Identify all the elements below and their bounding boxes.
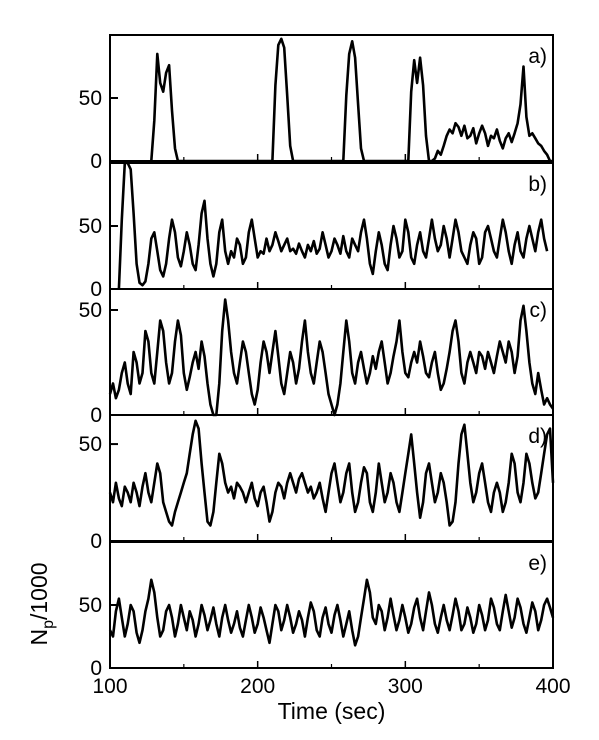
- panel-frame-1: [109, 162, 554, 290]
- panel-tag-0: a): [528, 45, 547, 68]
- x-tick-label-0: 100: [92, 675, 127, 698]
- y-tick-label-2-1: 50: [79, 299, 102, 322]
- series-line-3: [108, 419, 555, 527]
- y-tick-label-3-0: 0: [90, 530, 102, 553]
- series-line-4: [108, 578, 555, 647]
- x-tick-label-1: 200: [240, 675, 275, 698]
- y-tick-label-4-0: 0: [90, 657, 102, 680]
- panel-tag-1: b): [528, 173, 547, 196]
- panel-frame-2: [109, 288, 554, 416]
- x-axis-title: Time (sec): [278, 698, 386, 724]
- y-tick-label-2-0: 0: [90, 404, 102, 427]
- y-tick-label-1-0: 0: [90, 278, 102, 301]
- panel-frame-4: [109, 541, 554, 669]
- x-tick-label-3: 400: [535, 675, 570, 698]
- y-tick-label-0-1: 50: [79, 87, 102, 110]
- y-tick-label-0-0: 0: [90, 150, 102, 173]
- panel-tag-3: d): [528, 425, 547, 448]
- y-tick-label-1-1: 50: [79, 215, 102, 238]
- panel-tag-2: c): [530, 299, 548, 322]
- y-tick-label-4-1: 50: [79, 594, 102, 617]
- series-line-0: [150, 37, 553, 163]
- x-tick-label-2: 300: [388, 675, 423, 698]
- series-line-1: [117, 161, 549, 290]
- series-line-2: [108, 298, 555, 417]
- y-tick-label-3-1: 50: [79, 433, 102, 456]
- panel-tag-4: e): [528, 552, 547, 575]
- y-axis-title: Np/1000: [26, 562, 57, 645]
